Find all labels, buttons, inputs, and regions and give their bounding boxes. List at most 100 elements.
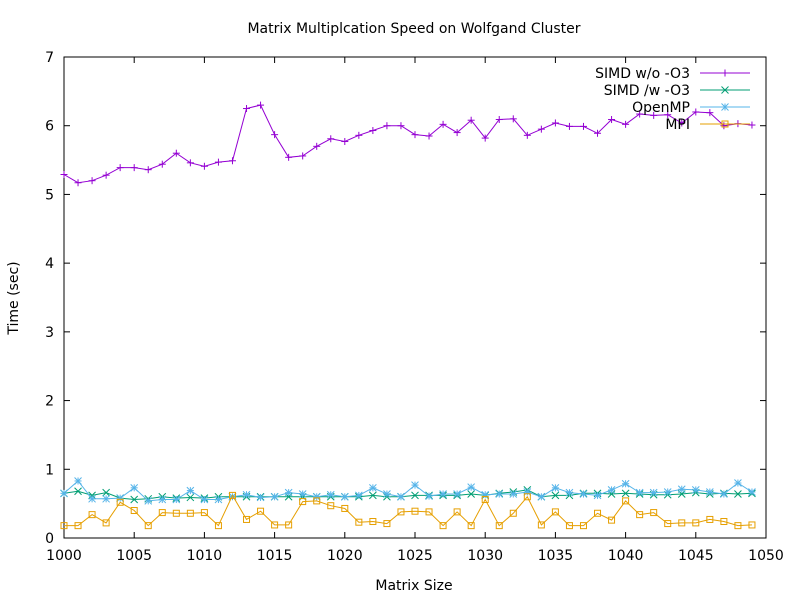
series-0: [60, 101, 756, 187]
chart-title: Matrix Multiplcation Speed on Wolfgand C…: [247, 21, 580, 37]
data-point: [565, 488, 574, 497]
data-point: [748, 121, 756, 129]
data-point: [663, 488, 672, 496]
data-point: [439, 120, 447, 128]
series-3: [60, 491, 756, 530]
data-point: [243, 515, 251, 523]
data-point: [635, 488, 644, 497]
data-point: [453, 490, 461, 498]
data-point: [257, 101, 265, 109]
data-point: [383, 490, 391, 498]
data-point: [439, 522, 447, 530]
data-point: [622, 120, 630, 128]
data-point: [411, 507, 419, 515]
data-point: [256, 493, 265, 502]
data-point: [650, 111, 658, 119]
data-point: [593, 491, 602, 500]
data-point: [411, 491, 419, 500]
x-tick-label: 1040: [608, 548, 644, 564]
data-point: [481, 490, 490, 499]
data-point: [481, 134, 489, 142]
data-point: [340, 492, 349, 501]
data-point: [425, 508, 433, 516]
data-point: [327, 502, 335, 510]
data-point: [467, 116, 475, 124]
plot-area: 1000 1005 1010 1015 1020 1025 1030 1035 1040 1045…: [45, 50, 784, 564]
data-point: [621, 489, 630, 498]
data-point: [509, 115, 517, 123]
data-point: [565, 522, 573, 530]
data-point: [158, 160, 166, 168]
data-point: [650, 509, 658, 517]
data-point: [186, 493, 195, 502]
data-point: [158, 509, 166, 517]
data-point: [678, 519, 686, 527]
data-point: [734, 490, 742, 498]
legend-label: SIMD /w -O3: [604, 83, 690, 99]
data-point: [411, 481, 419, 489]
data-point: [748, 521, 756, 529]
data-point: [692, 108, 700, 116]
data-point: [453, 129, 461, 137]
series-line: [63, 104, 753, 184]
data-point: [425, 132, 433, 140]
data-point: [341, 504, 349, 512]
data-point: [608, 516, 616, 524]
data-point: [214, 495, 223, 504]
data-point: [495, 116, 503, 124]
x-tick-label: 1010: [187, 548, 223, 564]
data-point: [102, 171, 110, 179]
data-point: [158, 495, 167, 504]
data-point: [706, 515, 714, 523]
data-point: [720, 490, 728, 498]
data-point: [523, 131, 531, 139]
data-point: [270, 492, 279, 501]
data-point: [691, 486, 700, 494]
data-point: [88, 511, 96, 519]
data-point: [116, 164, 124, 172]
data-point: [369, 483, 377, 492]
data-point: [397, 508, 405, 516]
data-point: [523, 493, 531, 501]
data-point: [88, 177, 96, 185]
y-tick-label: 5: [45, 187, 54, 203]
x-axis-label: Matrix Size: [375, 578, 452, 594]
data-point: [551, 508, 559, 516]
data-point: [369, 491, 377, 500]
y-axis-label: Time (sec): [6, 261, 22, 335]
data-point: [608, 116, 616, 124]
data-point: [537, 492, 546, 501]
data-point: [172, 495, 181, 504]
data-point: [748, 488, 756, 496]
data-point: [130, 164, 138, 172]
data-point: [721, 69, 729, 77]
data-point: [551, 119, 559, 127]
data-point: [186, 159, 194, 167]
data-point: [200, 162, 208, 170]
data-point: [439, 490, 447, 498]
data-point: [397, 122, 405, 130]
data-point: [355, 518, 363, 526]
data-point: [594, 129, 602, 137]
data-point: [720, 518, 728, 526]
legend-label: SIMD w/o -O3: [595, 66, 690, 82]
data-point: [607, 486, 616, 494]
data-point: [299, 498, 307, 506]
data-point: [74, 522, 82, 530]
data-point: [102, 488, 110, 497]
data-point: [721, 120, 729, 128]
data-point: [313, 142, 321, 150]
data-point: [116, 494, 125, 502]
series-line: [64, 494, 753, 527]
data-point: [284, 488, 293, 497]
data-point: [467, 483, 476, 492]
data-point: [271, 521, 279, 529]
data-point: [369, 518, 377, 526]
x-tick-label: 1025: [397, 548, 433, 564]
data-point: [467, 490, 476, 498]
data-point: [706, 109, 714, 117]
data-point: [579, 122, 587, 130]
data-point: [60, 489, 68, 498]
y-tick-label: 7: [45, 50, 54, 66]
